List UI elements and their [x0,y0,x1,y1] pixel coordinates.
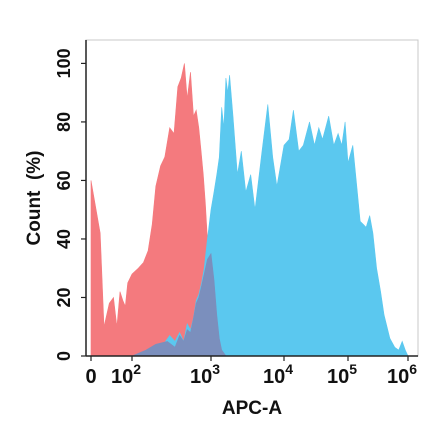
x-tick-label: 0 [85,366,96,388]
x-tick-exponent: 6 [409,361,417,377]
x-axis-label: APC-A [222,398,282,419]
x-tick-label: 102 [111,361,141,388]
y-tick-label: 20 [54,287,74,307]
x-tick-exponent: 5 [349,361,357,377]
x-tick-base: 10 [190,366,212,388]
y-axis-label: Count (%) [24,151,45,246]
x-tick-base: 10 [263,366,285,388]
y-tick-label: 40 [54,229,74,249]
y-tick-label: 80 [54,112,74,132]
histogram-series-3 [131,252,227,357]
x-tick-label: 105 [327,361,357,388]
x-tick-base: 10 [327,366,349,388]
x-tick-base: 10 [111,366,133,388]
x-tick-label: 106 [387,361,417,388]
x-tick-exponent: 3 [212,361,220,377]
x-tick-base: 0 [85,366,96,388]
x-tick-label: 103 [190,361,220,388]
histogram-series-2 [129,75,409,357]
x-tick-label: 104 [263,361,293,388]
y-tick-label: 100 [54,48,74,78]
x-tick-base: 10 [387,366,409,388]
y-tick-label: 0 [54,351,74,361]
x-tick-exponent: 2 [133,361,141,377]
series-layer [90,63,409,357]
x-tick-exponent: 4 [285,361,293,377]
y-tick-label: 60 [54,170,74,190]
